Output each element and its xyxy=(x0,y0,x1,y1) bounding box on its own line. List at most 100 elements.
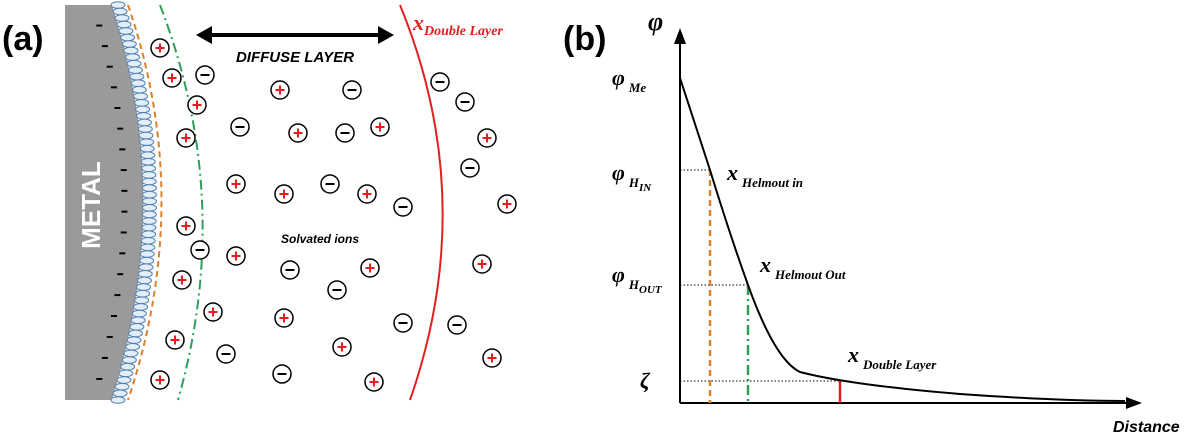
molecule xyxy=(141,223,157,232)
molecule xyxy=(141,204,157,212)
molecule xyxy=(134,296,150,305)
molecule xyxy=(141,210,157,219)
molecule xyxy=(116,20,132,29)
molecule xyxy=(141,171,157,179)
molecule xyxy=(126,336,142,344)
molecule xyxy=(130,79,146,87)
molecule xyxy=(131,309,147,318)
position-label: x Double Layer xyxy=(847,342,937,372)
molecule xyxy=(136,112,152,120)
molecule xyxy=(138,263,154,272)
inner-helmholtz-plane xyxy=(127,4,163,401)
subsubscript: OUT xyxy=(639,284,663,296)
molecule xyxy=(112,7,128,16)
symbol: ζ xyxy=(640,368,651,393)
molecule xyxy=(125,342,141,351)
molecule xyxy=(141,230,157,239)
molecule xyxy=(140,243,156,252)
subscript: Double Layer xyxy=(862,357,937,372)
molecule xyxy=(120,33,136,42)
molecule xyxy=(110,1,126,9)
molecule xyxy=(136,276,152,285)
molecule xyxy=(135,289,151,298)
metal-label: METAL xyxy=(76,161,106,249)
guides xyxy=(680,169,840,382)
subsubscript: IN xyxy=(638,182,652,194)
symbol: x xyxy=(726,160,738,185)
molecule xyxy=(141,217,157,225)
molecule xyxy=(116,376,132,384)
molecule xyxy=(136,283,152,291)
molecule xyxy=(140,237,156,245)
symbol: x xyxy=(412,10,424,35)
position-label: x Helmout in xyxy=(726,160,803,190)
level-label: ζ xyxy=(640,368,651,393)
subscript: H xyxy=(628,277,640,292)
solvated-label: Solvated ions xyxy=(281,232,359,246)
ions xyxy=(150,38,517,392)
molecule xyxy=(129,72,145,81)
potential-curve xyxy=(679,77,1126,402)
subscript: Double Layer xyxy=(423,24,503,39)
molecule xyxy=(142,197,157,206)
symbol: φ xyxy=(612,160,625,185)
molecule xyxy=(139,250,155,258)
molecule xyxy=(120,362,136,371)
molecule xyxy=(141,190,157,199)
molecule xyxy=(141,177,157,186)
subscript: Helmout Out xyxy=(774,267,846,282)
molecule xyxy=(112,389,128,398)
molecule xyxy=(114,14,130,22)
molecule xyxy=(118,369,134,378)
molecule xyxy=(141,164,157,173)
double-layer-label: xDouble Layer xyxy=(412,10,503,39)
adsorbed-layer xyxy=(96,1,157,404)
subscript: Helmout in xyxy=(741,175,803,190)
molecule xyxy=(121,40,137,48)
molecule xyxy=(128,66,143,74)
molecule xyxy=(114,382,130,391)
molecule xyxy=(131,85,147,94)
x-axis-label: Distance xyxy=(1113,419,1180,436)
molecule xyxy=(134,99,150,107)
molecule xyxy=(139,144,155,153)
molecule xyxy=(125,53,141,61)
molecule xyxy=(141,184,157,192)
molecule xyxy=(129,323,145,331)
double-layer-boundary xyxy=(399,4,444,401)
molecule xyxy=(123,46,139,55)
molecule xyxy=(139,256,155,265)
molecule xyxy=(121,356,137,364)
arrow-head xyxy=(1126,397,1142,409)
metal xyxy=(65,5,144,400)
molecule xyxy=(139,138,155,146)
position-label: x Helmout Out xyxy=(759,252,846,282)
molecule xyxy=(137,270,153,278)
molecule xyxy=(140,151,156,160)
molecule xyxy=(118,27,134,35)
molecule xyxy=(133,303,149,311)
molecule xyxy=(140,158,156,166)
arrow-head xyxy=(674,28,686,44)
diffuse-label: DIFFUSE LAYER xyxy=(236,49,354,66)
molecule xyxy=(136,118,152,127)
symbol: φ xyxy=(612,262,625,287)
panel-label: (a) xyxy=(2,20,44,58)
subscript: H xyxy=(628,175,640,190)
molecule xyxy=(137,125,153,133)
molecule xyxy=(138,131,154,140)
symbol: x xyxy=(847,342,859,367)
panel-label: (b) xyxy=(563,20,606,58)
y-axis-label: φ xyxy=(648,7,663,36)
molecule xyxy=(123,349,139,358)
symbol: x xyxy=(759,252,771,277)
level-label: φ HIN xyxy=(612,160,652,194)
level-label: φ Me xyxy=(612,65,646,95)
symbol: φ xyxy=(612,65,625,90)
molecule xyxy=(135,105,151,114)
molecule xyxy=(126,59,142,68)
